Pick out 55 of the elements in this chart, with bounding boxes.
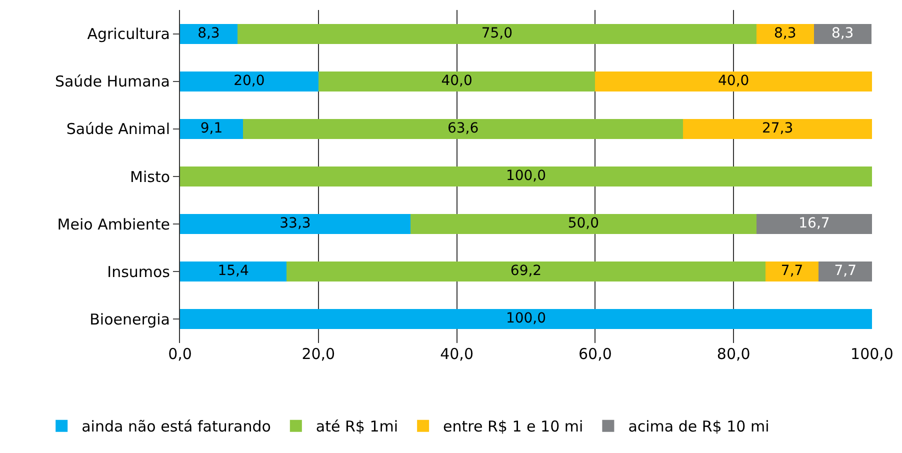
bar [765,262,819,282]
bar [180,214,410,234]
data-label: 7,7 [780,263,804,280]
x-tick-label: 60,0 [578,345,612,363]
bar [814,24,872,44]
data-label: 40,0 [718,72,750,89]
bar [180,166,872,186]
data-label: 8,3 [774,25,796,42]
bar [756,214,872,234]
data-label: 69,2 [510,263,542,280]
data-label: 16,7 [798,216,830,232]
bar [318,71,596,92]
data-label: 100,0 [506,168,546,184]
legend-label: acima de R$ 10 mi [628,418,770,436]
data-label: 7,7 [834,263,856,280]
data-label: 63,6 [447,120,479,136]
data-label: 50,0 [568,216,600,232]
data-label: 27,3 [762,120,794,136]
y-tick-label: Agricultura [87,25,170,44]
data-label: 15,4 [218,263,249,280]
data-label: 8,3 [198,25,220,42]
bar [180,262,287,282]
data-label: 8,3 [831,25,854,42]
bar [180,24,238,44]
bar [683,118,872,139]
x-tick-label: 100,0 [850,345,894,363]
bar [180,71,318,92]
bar [818,262,872,282]
y-tick-label: Saúde Humana [54,72,170,91]
data-label: 100,0 [506,310,546,327]
bar [242,118,684,139]
bar [756,24,814,44]
data-label: 9,1 [200,120,223,136]
x-tick-label: 20,0 [302,345,336,363]
bar [180,118,243,139]
bar [286,262,766,282]
x-tick-label: 0,0 [168,345,192,363]
y-tick-label: Misto [130,168,170,186]
data-label: 75,0 [481,25,513,42]
bar [595,71,872,92]
y-tick-label: Meio Ambiente [57,215,170,234]
bar [410,214,756,234]
y-tick-label: Bioenergia [90,310,170,328]
data-label: 40,0 [441,72,472,89]
legend-label: até R$ 1mi [316,418,398,436]
y-tick-label: Saúde Animal [66,120,170,138]
bar [237,24,756,44]
bar [180,309,872,330]
legend-label: entre R$ 1 e 10 mi [443,418,584,436]
data-label: 33,3 [280,216,311,232]
x-tick-label: 80,0 [716,345,750,363]
data-label: 20,0 [234,72,265,89]
legend-label: ainda não está faturando [82,418,271,436]
y-tick-label: Insumos [107,262,170,281]
x-tick-label: 40,0 [440,345,474,363]
